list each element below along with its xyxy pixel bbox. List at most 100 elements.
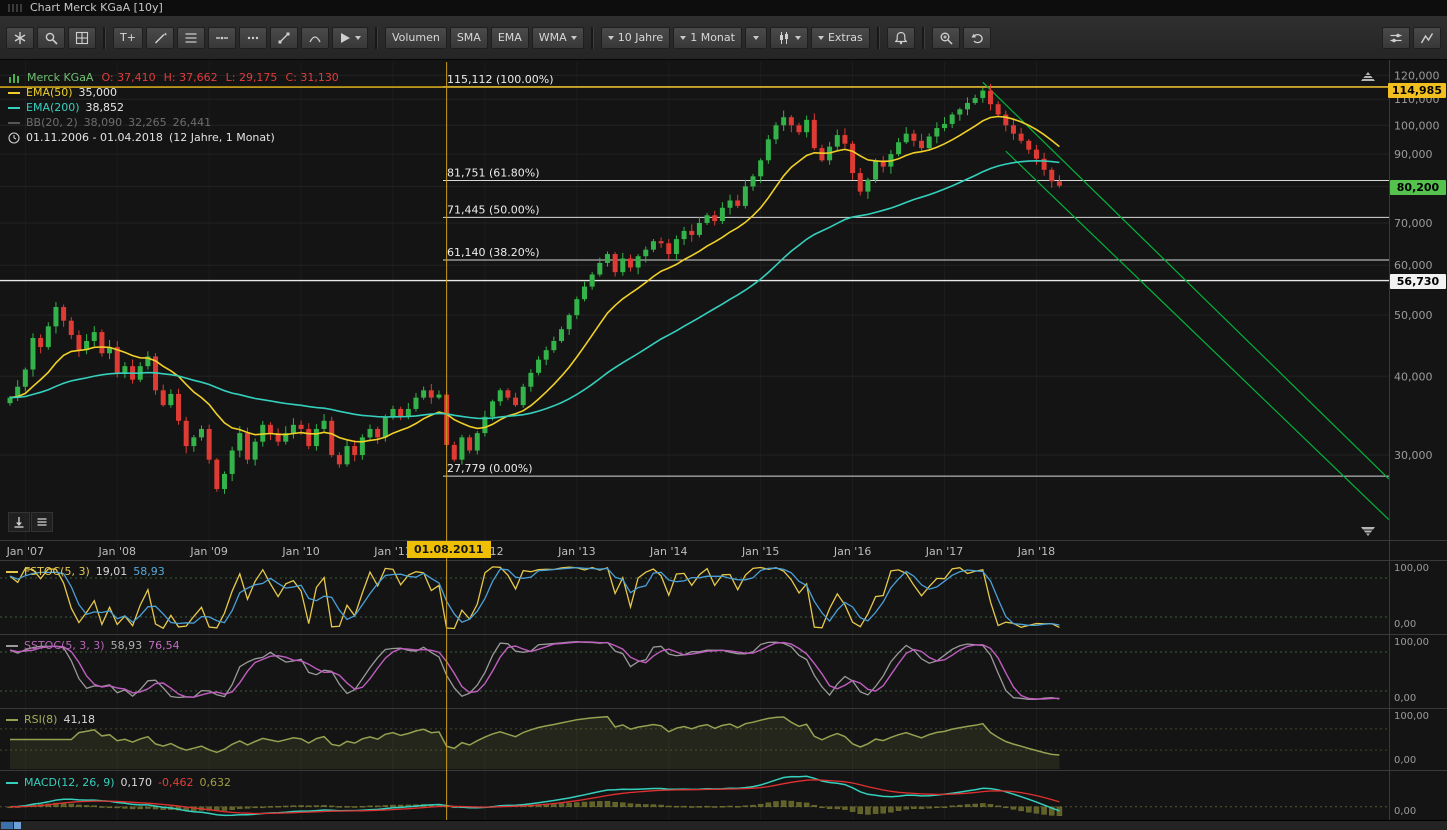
crosshair-date-chip: 01.08.2011 <box>407 541 491 558</box>
chevron-down-icon <box>570 35 577 40</box>
alerts-button[interactable] <box>886 26 915 49</box>
interval-dropdown[interactable]: 1 Monat <box>673 26 742 49</box>
scrollbar-thumb-handle[interactable] <box>14 822 21 829</box>
chart-style-button[interactable] <box>1413 26 1441 49</box>
price-tick-label: 120,000 <box>1394 69 1440 82</box>
drawn-line-lower-badge[interactable]: 56,730 <box>1390 274 1446 289</box>
time-tick-label: Jan '10 <box>281 545 319 558</box>
toolbar-separator <box>876 26 880 49</box>
chart-canvas[interactable]: 120,000110,000100,00090,00080,00070,0006… <box>0 60 1447 830</box>
indicator-settings-button[interactable] <box>1382 26 1410 49</box>
sstoc-value-2: 76,54 <box>148 639 180 652</box>
drawn-line-upper-badge[interactable]: 114,985 <box>1387 83 1446 98</box>
arc-icon <box>309 35 321 42</box>
sma-button[interactable]: SMA <box>449 26 488 49</box>
undo-button[interactable] <box>962 26 991 49</box>
ohlc-high: H: 37,662 <box>163 71 218 84</box>
toolbar-separator <box>590 26 594 49</box>
ohlc-close: C: 31,130 <box>285 71 339 84</box>
interval-options-button[interactable] <box>744 26 767 49</box>
pencil-tool-button[interactable] <box>145 26 174 49</box>
fstoc-k-line <box>9 566 1060 630</box>
fib-label: 71,445 (50.00%) <box>447 203 540 216</box>
arrow-tool-button[interactable] <box>331 26 368 49</box>
arc-tool-button[interactable] <box>300 26 329 49</box>
zoom-in-button[interactable] <box>931 26 960 49</box>
time-axis[interactable] <box>0 541 1389 560</box>
undo-icon <box>971 33 983 43</box>
price-tick-label: 70,000 <box>1394 217 1433 230</box>
sstoc-axis-bottom: 0,00 <box>1394 693 1417 704</box>
horizontal-line-tool-button[interactable] <box>207 26 236 49</box>
rsi-axis-top: 100,00 <box>1394 711 1429 722</box>
price-tick-label: 40,000 <box>1394 370 1433 383</box>
last-price-badge: 80,200 <box>1390 180 1446 195</box>
fibonacci-icon <box>185 32 197 43</box>
range-dropdown[interactable]: 10 Jahre <box>600 26 671 49</box>
fibonacci-tool-button[interactable] <box>176 26 205 49</box>
sliders-icon <box>1390 33 1402 42</box>
time-tick-label: Jan '07 <box>6 545 44 558</box>
fstoc-axis-top: 100,00 <box>1394 563 1429 574</box>
symbol-legend-row[interactable]: Merck KGaA O: 37,410 H: 37,662 L: 29,175… <box>8 70 339 85</box>
search-button[interactable] <box>37 26 65 49</box>
horizontal-scrollbar[interactable] <box>0 820 1447 830</box>
period-row: 01.11.2006 - 01.04.2018 (12 Jahre, 1 Mon… <box>8 130 339 145</box>
volumen-button[interactable]: Volumen <box>384 26 447 49</box>
sstoc-legend[interactable]: SSTOC(5, 3, 3) 58,93 76,54 <box>6 639 180 652</box>
ema-button[interactable]: EMA <box>490 26 529 49</box>
interval-label: 1 Monat <box>690 31 735 44</box>
play-icon <box>340 32 350 43</box>
dotted-line-icon <box>247 36 259 39</box>
price-tick-label: 60,000 <box>1394 259 1433 272</box>
rsi-legend[interactable]: RSI(8) 41,18 <box>6 713 95 726</box>
asterisk-icon <box>14 31 26 44</box>
bb-value-2: 32,265 <box>128 116 167 129</box>
fstoc-value-1: 19,01 <box>95 565 128 578</box>
macd-legend[interactable]: MACD(12, 26, 9) 0,170 -0,462 0,632 <box>6 776 231 789</box>
layers-button[interactable] <box>31 512 53 532</box>
wma-label: WMA <box>538 31 567 44</box>
scroll-top-button[interactable] <box>1358 68 1378 86</box>
ema50-value: 35,000 <box>78 86 118 99</box>
bell-icon <box>894 31 908 44</box>
ema50-legend-row[interactable]: EMA(50) 35,000 <box>8 85 339 100</box>
grid-button[interactable] <box>68 26 96 49</box>
toolbar-separator <box>103 26 106 49</box>
toolbar-separator <box>374 26 378 49</box>
export-button[interactable] <box>8 512 30 532</box>
text-tool-button[interactable]: T+ <box>113 26 143 49</box>
trend-channel-line[interactable] <box>1005 150 1390 521</box>
toolbar-separator <box>921 26 925 49</box>
price-axis[interactable] <box>1389 60 1447 821</box>
candlestick-icon <box>779 31 788 44</box>
ema200-label: EMA(200) <box>26 101 80 114</box>
trendline-icon <box>278 32 290 43</box>
symbol-name: Merck KGaA <box>27 71 94 84</box>
trendline-tool-button[interactable] <box>269 26 298 49</box>
trend-channel-line[interactable] <box>982 81 1390 480</box>
scrollbar-thumb[interactable] <box>1 822 13 829</box>
fstoc-line-icon <box>6 570 18 573</box>
search-icon <box>45 32 58 45</box>
wma-button[interactable]: WMA <box>531 26 584 49</box>
text-tool-label: T+ <box>120 31 136 44</box>
chevron-down-icon <box>794 35 801 40</box>
ema200-legend-row[interactable]: EMA(200) 38,852 <box>8 100 339 115</box>
extras-dropdown[interactable]: Extras <box>810 26 870 49</box>
chart-type-button[interactable] <box>769 26 808 49</box>
ema-label: EMA <box>497 31 522 44</box>
settings-button[interactable] <box>6 26 34 49</box>
fib-label: 115,112 (100.00%) <box>447 73 554 86</box>
download-icon <box>14 517 24 528</box>
fstoc-legend[interactable]: FSTOC(5, 3) 19,01 58,93 <box>6 565 165 578</box>
bb-line-icon <box>8 121 20 124</box>
title-bar[interactable]: Chart Merck KGaA [10y] <box>0 0 1447 16</box>
macd-signal-line <box>9 779 1060 815</box>
triangle-down-icon <box>1361 527 1375 536</box>
window-grip-icon[interactable] <box>8 4 22 12</box>
dashed-line-tool-button[interactable] <box>238 26 267 49</box>
bb-legend-row[interactable]: BB(20, 2) 38,090 32,265 26,441 <box>8 115 339 130</box>
price-tick-label: 90,000 <box>1394 148 1433 161</box>
scroll-bottom-button[interactable] <box>1358 522 1378 540</box>
